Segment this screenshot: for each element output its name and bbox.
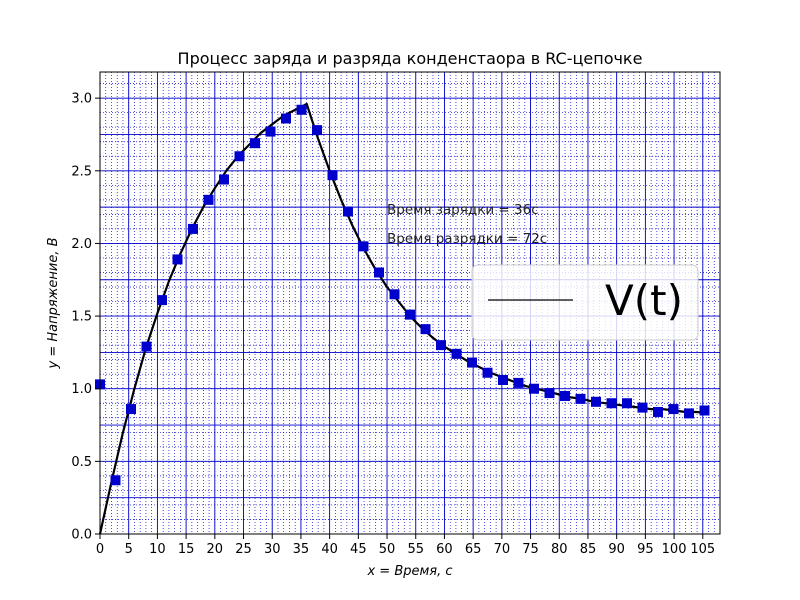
data-point-marker bbox=[281, 113, 291, 124]
annotation-layer: Время зарядки = 36с Время разрядки = 72с bbox=[387, 202, 547, 247]
y-tick-label: 3.0 bbox=[71, 92, 92, 107]
data-point-marker bbox=[250, 138, 260, 149]
data-point-marker bbox=[110, 475, 121, 486]
x-tick-label: 55 bbox=[407, 542, 424, 557]
data-point-marker bbox=[544, 388, 555, 399]
legend-label: V(t) bbox=[605, 276, 683, 325]
data-point-marker bbox=[312, 125, 322, 136]
data-point-marker bbox=[234, 151, 245, 162]
x-axis-label: x = Время, с bbox=[366, 564, 452, 579]
series-layer bbox=[95, 102, 710, 535]
data-point-marker bbox=[327, 170, 338, 181]
data-point-marker bbox=[219, 174, 229, 185]
data-point-marker bbox=[622, 398, 632, 409]
x-tick-label: 75 bbox=[522, 542, 539, 557]
x-tick-label: 15 bbox=[178, 542, 195, 557]
data-point-marker bbox=[265, 126, 276, 137]
data-point-marker bbox=[591, 396, 601, 407]
y-tick-label: 2.5 bbox=[71, 164, 92, 179]
data-point-marker bbox=[203, 194, 214, 205]
plot-frame bbox=[99, 71, 721, 535]
data-point-marker bbox=[451, 348, 462, 359]
data-point-marker bbox=[699, 405, 710, 416]
data-point-marker bbox=[188, 223, 198, 234]
chart-title: Процесс заряда и разряда конденстаора в … bbox=[178, 49, 643, 68]
data-point-marker bbox=[296, 104, 307, 115]
ticks: 0 5 10 15 20 25 30 35 40 45 50 55 60 65 70 75 80 85 90 95 10… bbox=[71, 92, 715, 557]
data-point-marker bbox=[606, 398, 617, 409]
y-tick-label: 2.0 bbox=[71, 237, 92, 252]
y-tick-label: 1.5 bbox=[71, 310, 92, 325]
data-point-marker bbox=[668, 404, 679, 415]
x-tick-label: 40 bbox=[321, 542, 338, 557]
x-tick-label: 45 bbox=[350, 542, 367, 557]
data-point-marker bbox=[513, 377, 524, 388]
data-point-marker bbox=[141, 341, 152, 352]
data-point-marker bbox=[374, 267, 384, 278]
y-tick-label: 0.5 bbox=[71, 455, 92, 470]
data-point-marker bbox=[684, 408, 694, 419]
data-point-marker bbox=[172, 254, 183, 265]
y-tick-label: 1.0 bbox=[71, 382, 92, 397]
data-point-marker bbox=[529, 383, 539, 394]
data-point-marker bbox=[126, 404, 136, 415]
x-tick-label: 0 bbox=[96, 542, 104, 557]
x-tick-label: 50 bbox=[379, 542, 396, 557]
data-point-marker bbox=[436, 340, 446, 351]
data-point-marker bbox=[575, 393, 586, 404]
x-tick-label: 80 bbox=[551, 542, 568, 557]
x-tick-label: 65 bbox=[465, 542, 482, 557]
x-tick-label: 20 bbox=[207, 542, 224, 557]
data-point-marker bbox=[358, 241, 369, 252]
x-tick-label: 5 bbox=[125, 542, 133, 557]
x-tick-label: 10 bbox=[149, 542, 166, 557]
data-point-marker bbox=[389, 289, 400, 300]
legend-box bbox=[471, 264, 699, 341]
data-point-marker bbox=[405, 309, 415, 320]
x-tick-label: 105 bbox=[690, 542, 715, 557]
annotation-text: Время разрядки = 72с bbox=[387, 231, 547, 247]
data-point-marker bbox=[637, 402, 648, 413]
data-point-marker bbox=[467, 357, 477, 368]
y-axis-label: y = Напряжение, В bbox=[46, 237, 61, 369]
x-tick-label: 30 bbox=[264, 542, 281, 557]
y-tick-label: 0.0 bbox=[71, 528, 92, 543]
legend: V(t) bbox=[471, 264, 699, 341]
x-tick-label: 95 bbox=[637, 542, 654, 557]
x-tick-label: 60 bbox=[436, 542, 453, 557]
annotation-text: Время зарядки = 36с bbox=[387, 202, 539, 218]
x-tick-label: 70 bbox=[494, 542, 511, 557]
data-point-marker bbox=[560, 390, 570, 401]
x-tick-label: 85 bbox=[580, 542, 597, 557]
x-tick-label: 90 bbox=[608, 542, 625, 557]
x-tick-label: 25 bbox=[235, 542, 252, 557]
data-point-marker bbox=[157, 295, 167, 306]
data-point-marker bbox=[482, 367, 493, 378]
data-point-marker bbox=[498, 375, 508, 385]
data-point-marker bbox=[653, 406, 663, 417]
x-tick-label: 100 bbox=[662, 542, 687, 557]
x-tick-label: 35 bbox=[293, 542, 310, 557]
data-point-marker bbox=[343, 206, 353, 217]
data-point-marker bbox=[420, 324, 431, 335]
